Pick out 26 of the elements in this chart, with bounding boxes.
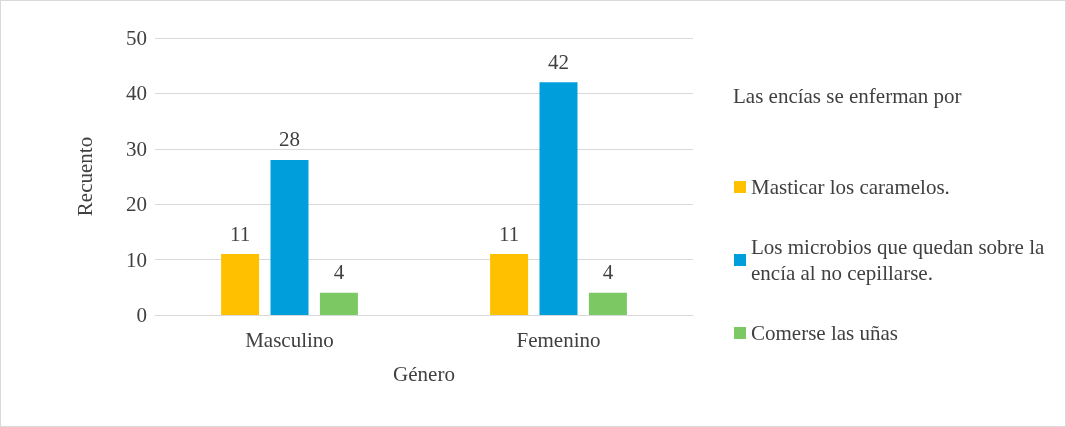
legend-title: Las encías se enferman por	[733, 83, 962, 108]
bar	[539, 82, 578, 315]
bar	[588, 292, 627, 315]
y-tick-label: 20	[126, 192, 147, 217]
bar	[270, 159, 309, 315]
x-tick-label: Femenino	[516, 327, 601, 352]
legend-label: Masticar los caramelos.	[751, 175, 950, 199]
bar	[490, 254, 529, 315]
y-axis-title: Recuento	[72, 136, 97, 217]
x-axis-title: Género	[393, 361, 455, 386]
legend-label: Comerse las uñas	[751, 321, 898, 345]
data-label: 4	[602, 260, 614, 285]
data-label: 11	[498, 221, 520, 246]
legend-label: Los microbios que quedan sobre la encía al no cepillarse.	[751, 235, 1050, 285]
y-tick-label: 40	[126, 81, 147, 106]
data-label: 42	[548, 49, 569, 74]
bar	[319, 292, 358, 315]
y-tick-label: 30	[126, 136, 147, 161]
bar	[221, 254, 260, 315]
y-tick-label: 50	[126, 26, 147, 50]
data-label: 11	[229, 221, 251, 246]
x-tick-label: Masculino	[245, 327, 334, 352]
y-tick-label: 10	[126, 247, 147, 272]
y-tick-label: 0	[136, 303, 147, 327]
data-label: 28	[279, 127, 300, 152]
data-label: 4	[333, 260, 345, 285]
